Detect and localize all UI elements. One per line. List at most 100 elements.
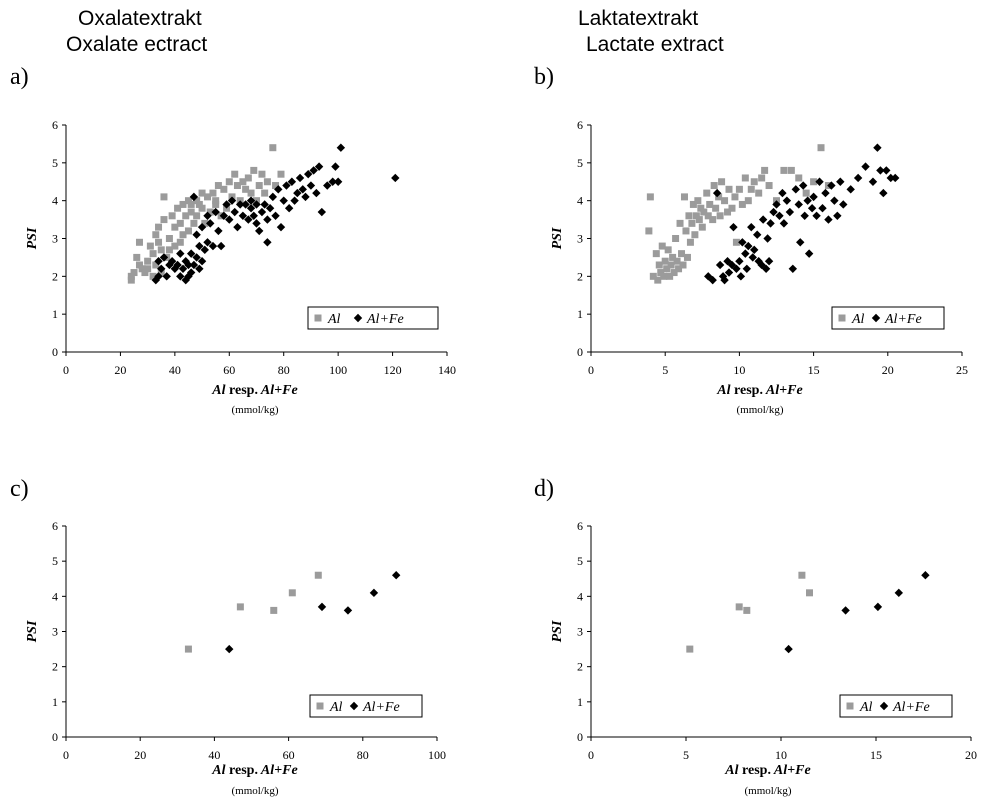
data-point-al [675,265,683,273]
data-point-al [654,276,662,284]
data-point-al [689,200,697,208]
data-point-alfe [230,207,239,217]
data-point-al [127,272,135,280]
data-point-alfe [761,264,771,273]
data-point-al [780,166,788,174]
data-point-alfe [876,166,885,175]
y-tick-label: 5 [52,156,58,170]
data-point-al [198,189,206,197]
data-point-alfe [192,253,201,262]
data-point-alfe [249,211,258,220]
data-point-alfe [868,177,878,186]
data-point-al [179,231,187,239]
data-point-alfe [748,253,757,262]
data-point-alfe [279,196,288,205]
data-point-al [206,208,214,216]
legend-marker-alfe [349,701,359,711]
data-point-alfe [186,249,196,258]
legend-label-alfe: Al+Fe [362,700,400,715]
data-point-alfe [735,257,744,266]
panel-label-a: a) [10,64,29,90]
data-point-alfe [309,166,318,175]
data-point-al [269,144,277,152]
data-point-alfe [306,181,316,190]
data-point-alfe [304,169,313,179]
y-tick-label: 1 [52,695,58,709]
y-tick-label: 5 [577,156,583,170]
data-point-al [680,193,688,201]
data-point-alfe [839,200,848,209]
data-point-al [244,174,252,182]
y-tick-label: 3 [577,625,583,639]
data-point-al [277,170,285,178]
data-point-al [130,269,138,277]
data-point-alfe [317,602,327,612]
x-tick-label: 0 [63,363,69,377]
data-point-al [250,166,258,174]
y-tick-label: 6 [52,519,58,533]
data-point-alfe [791,185,800,194]
legend-marker-al [846,702,854,710]
data-point-al [184,227,192,235]
data-point-alfe [818,204,827,213]
data-point-al [201,219,209,227]
data-point-al [187,200,195,208]
data-point-alfe [189,192,199,202]
data-point-al [209,189,217,197]
data-point-alfe [784,644,793,654]
data-point-al [703,189,711,197]
data-point-alfe [317,207,327,217]
data-point-alfe [879,188,888,198]
data-point-al [669,253,677,261]
data-point-alfe [724,268,734,277]
data-point-al [728,204,736,212]
data-point-al [765,182,773,190]
data-point-alfe [246,196,256,205]
data-point-alfe [718,272,728,281]
data-point-al [700,208,708,216]
data-point-alfe [282,181,291,190]
data-point-al [242,185,250,193]
data-point-alfe [331,162,340,171]
data-point-alfe [821,188,830,198]
data-point-al [802,189,810,197]
data-point-alfe [263,215,272,224]
data-point-al [239,178,247,186]
data-point-al [658,242,666,250]
data-point-alfe [197,222,207,232]
legend-box [309,694,423,718]
y-tick-label: 1 [577,695,583,709]
data-point-al [685,212,693,220]
data-point-alfe [203,211,212,220]
data-point-al [184,197,192,205]
legend-marker-alfe [879,701,889,711]
y-tick-label: 6 [577,519,583,533]
x-axis-unit: (mmol/kg) [231,404,278,416]
data-point-al [231,170,239,178]
data-point-alfe [715,260,725,270]
data-point-al [738,200,746,208]
data-point-al [204,193,212,201]
panel-label-d: d) [534,476,554,502]
data-point-al [732,238,740,246]
data-point-alfe [369,588,379,598]
data-point-alfe [824,215,833,224]
data-point-alfe [727,260,737,270]
data-point-alfe [763,234,772,243]
data-point-alfe [779,219,789,228]
data-point-alfe [154,272,163,281]
y-tick-label: 6 [577,118,583,132]
data-point-alfe [238,211,248,220]
x-tick-label: 25 [956,363,968,377]
legend-marker-al [838,314,846,322]
x-tick-label: 0 [588,363,594,377]
data-point-al [174,204,182,212]
y-tick-label: 2 [52,660,58,674]
data-point-alfe [891,173,900,183]
data-point-al [750,178,758,186]
data-point-alfe [799,181,808,190]
data-point-al [688,219,696,227]
data-point-alfe [274,185,283,194]
data-point-al [171,242,179,250]
data-point-alfe [861,162,870,171]
